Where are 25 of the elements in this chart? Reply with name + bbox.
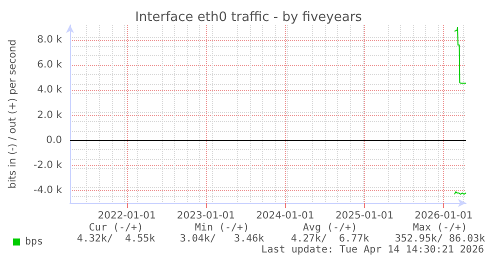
x-tick-label: 2024-01-01: [256, 210, 314, 222]
text: 352.95k/ 86.03k: [394, 234, 486, 244]
y-tick-label: 8.0 k: [37, 34, 62, 46]
y-tick-label: -4.0 k: [34, 184, 62, 196]
text: 4.27k/ 6.77k: [290, 234, 370, 244]
text: 4.32k/ 4.55k: [76, 234, 156, 244]
line-series: [454, 27, 466, 84]
chart-title: Interface eth0 traffic - by fiveyears: [135, 10, 362, 25]
y-tick-label: 6.0 k: [37, 60, 62, 71]
y-tick-label: 4.0 k: [37, 84, 62, 96]
y-tick-label: 0.0: [46, 134, 62, 146]
x-tick-label: 2025-01-01: [335, 210, 394, 222]
x-tick-label: 2023-01-01: [176, 210, 236, 222]
text: Avg (-/+): [302, 222, 358, 234]
legend-label: bps: [25, 236, 44, 248]
text: Min (-/+): [194, 222, 250, 234]
text: 3.04k/ 3.46k: [180, 234, 264, 244]
text: Cur (-/+): [88, 222, 144, 234]
text: Max (-/+): [412, 222, 468, 234]
x-tick-label: 2026-01-01: [414, 210, 473, 222]
y-tick-label: 2.0 k: [37, 110, 62, 121]
y-axis-title: bits in (-) / out (+) per second: [8, 39, 18, 189]
x-tick-label: 2022-01-01: [98, 210, 156, 222]
text: Last update: Tue Apr 14 14:30:21 2026: [261, 244, 484, 256]
y-tick-label: -2.0 k: [34, 160, 62, 171]
